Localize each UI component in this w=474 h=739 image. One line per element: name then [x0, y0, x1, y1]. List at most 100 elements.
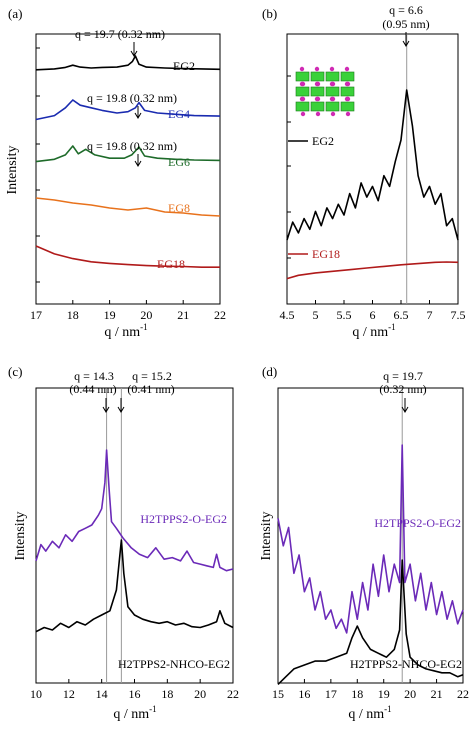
sulfonate-dot — [314, 66, 320, 72]
arrow-head-icon — [117, 406, 125, 413]
x-tick-label: 10 — [30, 687, 42, 701]
x-axis-label: q / nm-1 — [113, 704, 156, 722]
series-line — [277, 559, 464, 685]
x-tick-label: 20 — [140, 308, 152, 322]
sulfonate-dot — [344, 81, 350, 87]
x-tick-label: 6 — [370, 308, 376, 322]
series-line — [35, 539, 234, 633]
panel-label: (a) — [8, 6, 22, 21]
porphyrin-block — [340, 101, 355, 112]
peak-annotation: q = 19.8 (0.32 nm) — [87, 139, 177, 153]
x-tick-label: 22 — [457, 687, 469, 701]
peak-annotation: (0.32 nm) — [379, 382, 426, 396]
porphyrin-block — [295, 101, 310, 112]
series-label: H2TPPS2-O-EG2 — [374, 516, 461, 530]
sulfonate-dot — [329, 66, 335, 72]
peak-annotation: (0.41 nm) — [127, 382, 174, 396]
x-tick-label: 19 — [104, 308, 116, 322]
panel-c: (c) 10 12 14 16 18 20 22 q / nm-1 Intensity H2TPPS… — [8, 364, 239, 722]
series-line — [277, 444, 464, 634]
x-tick-label: 5 — [313, 308, 319, 322]
x-tick-label: 20 — [194, 687, 206, 701]
molecular-stack-inset — [295, 66, 355, 117]
peak-annotation: q = 15.2 — [132, 369, 172, 383]
sulfonate-dot — [330, 111, 336, 117]
panel-label: (c) — [8, 364, 22, 379]
arrow-head-icon — [130, 50, 138, 57]
x-axis-label-sup: -1 — [388, 322, 396, 332]
series-label: EG18 — [312, 247, 340, 261]
x-tick-label: 17 — [30, 308, 42, 322]
series-line — [35, 197, 221, 217]
peak-annotation: q = 19.8 (0.32 nm) — [87, 91, 177, 105]
x-tick-label: 6.5 — [394, 308, 409, 322]
peak-annotation: q = 6.6 — [389, 3, 423, 17]
sulfonate-dot — [344, 96, 350, 102]
panel-label: (d) — [262, 364, 277, 379]
sulfonate-dot — [314, 96, 320, 102]
panel-b: (b) 4.5 5 5.5 6 6.5 7 7.5 q / nm-1 EG2 EG18 q = 6.6… — [262, 3, 466, 340]
x-axis-label-sup: -1 — [140, 322, 148, 332]
series-line — [35, 449, 234, 572]
series-label: EG4 — [168, 107, 190, 121]
series-line — [35, 245, 220, 269]
x-tick-label: 22 — [227, 687, 239, 701]
sulfonate-dot — [345, 111, 351, 117]
arrow-head-icon — [102, 406, 110, 413]
series-line — [35, 99, 221, 121]
series-label: EG6 — [168, 155, 190, 169]
arrow-head-icon — [134, 112, 142, 119]
y-axis-label: Intensity — [259, 512, 274, 561]
arrow-head-icon — [402, 40, 410, 47]
x-tick-label: 14 — [96, 687, 108, 701]
peak-annotation: q = 19.7 (0.32 nm) — [75, 27, 165, 41]
porphyrin-block — [295, 71, 310, 82]
series-label: EG2 — [312, 134, 334, 148]
plot-frame — [277, 387, 464, 684]
porphyrin-block — [340, 86, 355, 97]
arrow-head-icon — [401, 406, 409, 413]
series-line — [35, 145, 221, 163]
porphyrin-block — [310, 71, 325, 82]
x-tick-label: 15 — [272, 687, 284, 701]
x-tick-label: 17 — [325, 687, 337, 701]
sulfonate-dot — [299, 96, 305, 102]
x-tick-label: 5.5 — [337, 308, 352, 322]
x-tick-label: 21 — [431, 687, 443, 701]
x-axis-label-sup: -1 — [384, 704, 392, 714]
x-tick-label: 4.5 — [280, 308, 295, 322]
sulfonate-dot — [315, 111, 321, 117]
x-tick-label: 22 — [214, 308, 226, 322]
porphyrin-block — [310, 101, 325, 112]
peak-annotation: (0.44 nm) — [69, 382, 116, 396]
series-label: EG18 — [157, 257, 185, 271]
series-label: EG2 — [173, 59, 195, 73]
y-axis-label: Intensity — [13, 512, 28, 561]
series-line — [286, 89, 459, 241]
arrow-head-icon — [134, 160, 142, 167]
peak-annotation: q = 14.3 — [74, 369, 114, 383]
sulfonate-dot — [344, 66, 350, 72]
plot-frame — [35, 33, 221, 305]
x-tick-label: 7.5 — [451, 308, 466, 322]
series-label: EG8 — [168, 201, 190, 215]
x-tick-label: 20 — [404, 687, 416, 701]
sulfonate-dot — [300, 111, 306, 117]
sulfonate-dot — [329, 81, 335, 87]
x-tick-label: 18 — [67, 308, 79, 322]
x-tick-label: 18 — [351, 687, 363, 701]
series-label: H2TPPS2-NHCO-EG2 — [350, 657, 462, 671]
porphyrin-block — [325, 101, 340, 112]
porphyrin-block — [310, 86, 325, 97]
panel-a: (a) 17 18 19 20 21 22 q / nm-1 Intensity EG2 EG4 EG… — [5, 6, 226, 340]
x-tick-label: 19 — [378, 687, 390, 701]
x-axis-label: q / nm-1 — [348, 704, 391, 722]
peak-annotation: q = 19.7 — [383, 369, 423, 383]
peak-annotation: (0.95 nm) — [382, 17, 429, 31]
x-axis-label: q / nm-1 — [352, 322, 395, 340]
porphyrin-block — [325, 86, 340, 97]
x-tick-label: 12 — [63, 687, 75, 701]
x-tick-label: 7 — [427, 308, 433, 322]
sulfonate-dot — [314, 81, 320, 87]
sulfonate-dot — [329, 96, 335, 102]
